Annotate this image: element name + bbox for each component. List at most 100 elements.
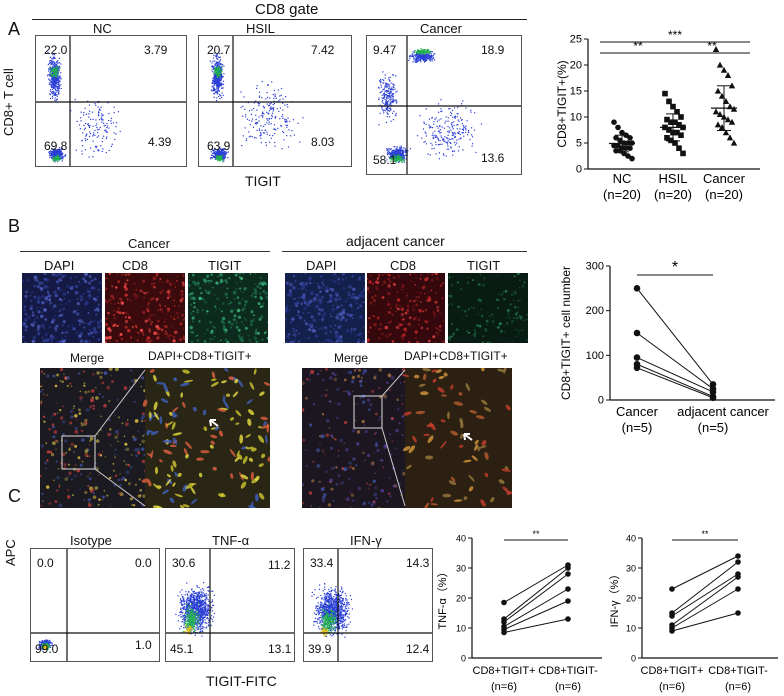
data-point [611, 119, 617, 125]
data-point [678, 132, 684, 138]
paired-chart-tnf: 0 10 20 30 40 TNF-α（%） CD8+TIGIT+ (n=6) CD8+TIGI… [436, 529, 602, 693]
pair-line [671, 561, 739, 614]
x-category-label: CD8+TIGIT+ [473, 665, 536, 677]
y-tick-label: 300 [586, 261, 604, 273]
x-category-n: (n=6) [555, 681, 581, 693]
x-category-label: CD8+TIGIT- [538, 665, 598, 677]
flow-title-ifn: IFN-γ [350, 533, 382, 548]
x-category-label: NC [613, 171, 632, 186]
data-point [672, 140, 678, 146]
pair-line [636, 288, 714, 385]
zoom-label: DAPI+CD8+TIGIT+ [404, 349, 508, 363]
data-point [664, 116, 670, 123]
cancer-title-rule [20, 251, 270, 252]
panel-letter-c: C [8, 486, 21, 506]
paired-chart-ifn: 0 10 20 30 40 IFN-γ（%） CD8+TIGIT+ (n=6) CD8+TIGI… [608, 529, 778, 693]
y-tick-label: 40 [626, 534, 636, 544]
y-tick-label: 30 [626, 564, 636, 574]
quadrant-ll: 45.1 [170, 642, 194, 656]
quadrant-ur: 3.79 [144, 43, 168, 57]
data-point [676, 145, 682, 151]
quadrant-ll: 63.9 [207, 139, 231, 153]
data-point [666, 127, 672, 133]
quadrant-ur: 18.9 [481, 43, 505, 57]
y-tick-label: 200 [586, 305, 604, 317]
merge-label: Merge [70, 351, 105, 365]
quadrant-ll: 69.8 [44, 139, 68, 153]
data-point [617, 137, 623, 144]
data-point [625, 153, 631, 159]
x-category-label: CD8+TIGIT- [708, 665, 768, 677]
flow-title-nc: NC [93, 21, 112, 36]
data-point [501, 629, 507, 636]
quadrant-ur: 14.3 [406, 556, 430, 570]
x-category-n: (n=5) [698, 420, 729, 435]
x-category-n: (n=6) [725, 681, 751, 693]
data-point [724, 72, 732, 78]
quadrant-ul: 20.7 [207, 43, 231, 57]
x-category-n: (n=5) [622, 420, 653, 435]
data-point [668, 137, 674, 144]
x-category-n: (n=20) [654, 187, 692, 202]
y-tick-label: 0 [576, 164, 582, 176]
pair-line [503, 564, 569, 603]
pair-line [636, 357, 714, 393]
pair-line [503, 573, 569, 623]
data-point [712, 46, 720, 52]
data-point [674, 109, 680, 115]
quadrant-ll: 99.0 [35, 642, 59, 656]
data-point [735, 574, 741, 580]
quadrant-lr: 13.6 [481, 151, 505, 165]
sig-label: * [672, 259, 678, 276]
adjacent-cd8-image [367, 273, 445, 343]
pair-line [671, 576, 739, 626]
flow-plot-nc: 22.0 3.79 69.8 4.39 [35, 35, 187, 167]
data-point [633, 285, 641, 292]
data-point [680, 150, 686, 157]
data-point [627, 145, 633, 151]
adjacent-tigit-image [448, 273, 528, 343]
adjacent-dapi-image [285, 273, 365, 343]
sig-label: *** [668, 28, 682, 42]
pair-line [671, 612, 739, 632]
y-tick-label: 10 [456, 624, 466, 634]
data-point [664, 135, 670, 141]
pair-line [636, 332, 714, 390]
data-point [611, 142, 617, 149]
y-tick-label: 100 [586, 350, 604, 362]
flow-title-cancer: Cancer [420, 21, 462, 36]
pair-line [671, 588, 739, 629]
tigit-fitc-axis-label: TIGIT-FITC [206, 673, 277, 689]
y-axis-label: IFN-γ（%） [608, 569, 621, 628]
data-point [565, 598, 571, 604]
x-category-label: CD8+TIGIT+ [641, 665, 704, 677]
quadrant-ur: 0.0 [135, 556, 152, 570]
data-point [565, 586, 571, 592]
flow-plot-isotype: 0.0 0.0 99.0 1.0 [30, 548, 160, 662]
flow-plot-hsil: 20.7 7.42 63.9 8.03 [198, 35, 352, 167]
data-point [714, 87, 722, 94]
x-category-n: (n=6) [491, 681, 517, 693]
data-point [633, 364, 641, 372]
data-point [565, 616, 571, 622]
pair-line [503, 600, 569, 630]
data-point [676, 122, 682, 128]
channel-label-tigit: TIGIT [208, 258, 242, 273]
panel-letter-a: A [8, 19, 21, 39]
y-tick-label: 40 [456, 534, 466, 544]
y-tick-label: 20 [626, 594, 636, 604]
y-tick-label: 30 [456, 564, 466, 574]
channel-label-dapi: DAPI [306, 258, 337, 273]
data-point [724, 116, 732, 123]
data-point [623, 145, 629, 151]
pair-line [671, 555, 739, 590]
quadrant-ur: 7.42 [311, 43, 335, 57]
y-tick-label: 0 [598, 395, 604, 407]
scatter-chart-cd8-tigit-percent: 0510152025CD8+TIGIT+(%)NC(n=20)HSIL(n=20… [555, 28, 760, 202]
data-point [735, 586, 741, 592]
y-axis-label: CD8+TIGIT+(%) [555, 60, 569, 147]
sig-label: ** [707, 39, 717, 53]
y-tick-label: 5 [576, 138, 582, 150]
pair-line [636, 367, 714, 399]
